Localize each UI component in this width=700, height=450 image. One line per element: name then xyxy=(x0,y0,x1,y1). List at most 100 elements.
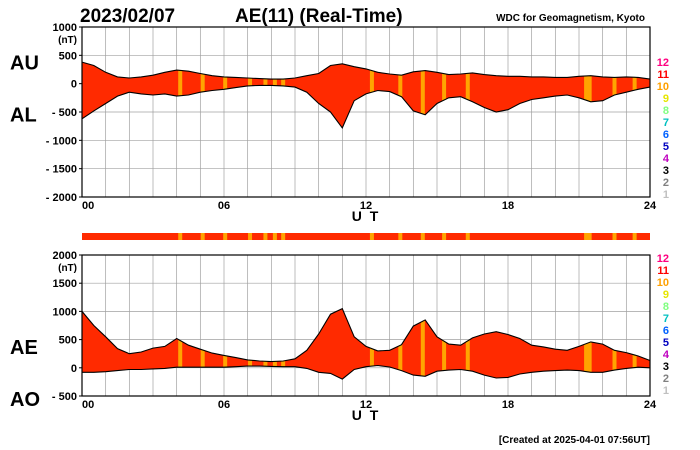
station-count-label: 2 xyxy=(663,177,669,189)
strip-highlight xyxy=(584,233,589,240)
strip-highlight xyxy=(420,233,425,240)
station-count-label: 5 xyxy=(663,141,669,153)
station-count-label: 11 xyxy=(657,69,669,81)
station-highlight-stripe xyxy=(178,62,183,128)
y-tick-label: - 1000 xyxy=(46,135,77,147)
station-count-label: 8 xyxy=(663,105,669,117)
y-tick-label: 1000 xyxy=(53,22,77,34)
strip-highlight xyxy=(281,233,286,240)
series-label-ao: AO xyxy=(10,389,40,411)
series-line-au xyxy=(81,61,651,80)
station-count-label: 12 xyxy=(657,57,669,69)
station-count-label: 4 xyxy=(663,349,670,361)
station-count-label: 7 xyxy=(663,313,669,325)
x-axis-label: U T xyxy=(352,208,381,224)
strip-highlight xyxy=(465,233,470,240)
station-highlight-stripe xyxy=(398,62,403,128)
y-tick-label: - 500 xyxy=(52,391,77,403)
series-line-ao xyxy=(82,364,651,380)
y-tick-label: 0 xyxy=(71,363,77,375)
strip-highlight xyxy=(272,233,277,240)
x-tick-label: 00 xyxy=(82,399,94,411)
strip-highlight xyxy=(398,233,403,240)
plot-frame xyxy=(81,254,651,397)
date-title: 2023/02/07 xyxy=(80,6,175,27)
station-count-label: 2 xyxy=(663,373,669,385)
source-label: WDC for Geomagnetism, Kyoto xyxy=(496,13,645,24)
station-highlight-stripe xyxy=(465,62,470,128)
station-count-label: 3 xyxy=(663,165,669,177)
y-unit-label: (nT) xyxy=(58,35,77,46)
y-tick-label: 500 xyxy=(59,50,77,62)
series-line-al xyxy=(81,84,651,129)
strip-highlight xyxy=(178,233,183,240)
x-axis-label: U T xyxy=(352,407,381,423)
strip-highlight xyxy=(442,233,447,240)
station-count-label: 6 xyxy=(663,325,669,337)
station-count-label: 1 xyxy=(663,385,669,397)
station-count-label: 5 xyxy=(663,337,669,349)
y-tick-label: - 500 xyxy=(52,107,77,119)
series-label-au: AU xyxy=(10,53,39,75)
x-tick-label: 18 xyxy=(502,399,514,411)
strip-highlight xyxy=(632,233,637,240)
strip-highlight xyxy=(612,233,617,240)
series-label-ae: AE xyxy=(10,337,38,359)
series-label-al: AL xyxy=(10,105,37,127)
station-highlight-stripe xyxy=(420,308,425,380)
strip-highlight xyxy=(200,233,205,240)
y-tick-label: 1500 xyxy=(53,278,77,290)
y-tick-label: 0 xyxy=(71,79,77,91)
station-count-label: 3 xyxy=(663,361,669,373)
strip-highlight xyxy=(223,233,228,240)
x-tick-label: 24 xyxy=(644,200,657,212)
strip-highlight xyxy=(248,233,253,240)
station-count-label: 10 xyxy=(657,81,669,93)
chart-title: AE(11) (Real-Time) xyxy=(235,6,403,27)
station-count-label: 11 xyxy=(657,265,669,277)
x-tick-label: 24 xyxy=(644,399,657,411)
x-tick-label: 06 xyxy=(218,399,230,411)
station-highlight-stripe xyxy=(442,62,447,128)
station-count-label: 4 xyxy=(663,153,670,165)
station-highlight-stripe xyxy=(587,62,592,128)
strip-highlight xyxy=(369,233,374,240)
station-highlight-stripe xyxy=(584,62,589,128)
y-tick-label: - 2000 xyxy=(46,192,77,204)
y-tick-label: 2000 xyxy=(53,250,77,262)
y-unit-label: (nT) xyxy=(58,263,77,274)
station-count-label: 7 xyxy=(663,117,669,129)
x-tick-label: 00 xyxy=(82,200,94,212)
station-highlight-stripe xyxy=(178,308,183,380)
y-tick-label: 500 xyxy=(59,335,77,347)
station-highlight-stripe xyxy=(420,62,425,128)
series-line-ae xyxy=(81,307,651,363)
x-tick-label: 12 xyxy=(360,399,372,411)
station-count-label: 1 xyxy=(663,189,669,201)
station-count-label: 6 xyxy=(663,129,669,141)
station-count-label: 9 xyxy=(663,93,669,105)
au-al-panel: 1000 500 0 - 500 - 1000 - 1500 - 2000 (nT) 00 06 1… xyxy=(10,22,657,224)
created-timestamp: [Created at 2025-04-01 07:56UT] xyxy=(499,435,650,446)
station-count-label: 8 xyxy=(663,301,669,313)
y-tick-label: - 1500 xyxy=(46,164,77,176)
station-count-label: 10 xyxy=(657,277,669,289)
strip-highlight xyxy=(263,233,268,240)
station-highlight-stripe xyxy=(465,308,470,380)
station-count-label: 12 xyxy=(657,253,669,265)
strip-bar xyxy=(82,233,650,240)
x-tick-label: 06 xyxy=(218,200,230,212)
strip-highlight xyxy=(587,233,592,240)
station-highlight-stripe xyxy=(442,308,447,380)
x-tick-label: 18 xyxy=(502,200,514,212)
y-tick-label: 1000 xyxy=(53,306,77,318)
x-tick-label: 12 xyxy=(360,200,372,212)
station-highlight-stripe xyxy=(587,308,592,380)
ae-ao-panel: 2000 1500 1000 500 0 - 500 (nT) 00 06 12 18 24 U T AE… xyxy=(10,250,657,423)
station-count-label: 9 xyxy=(663,289,669,301)
activity-strip xyxy=(82,233,650,240)
